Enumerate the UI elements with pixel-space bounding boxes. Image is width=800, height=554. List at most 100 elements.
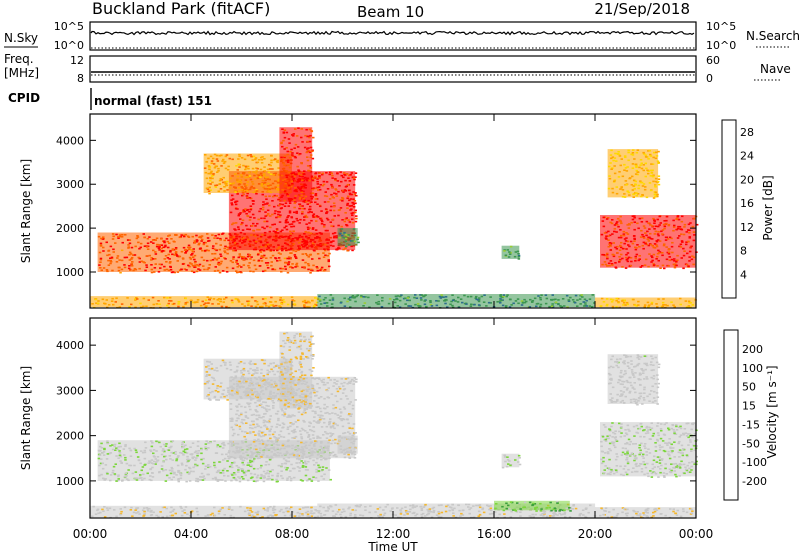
scatter-cell	[134, 299, 137, 301]
scatter-cell	[635, 465, 638, 468]
scatter-cell	[668, 236, 672, 239]
scatter-cell	[322, 384, 326, 386]
scatter-cell	[535, 305, 538, 308]
scatter-cell	[221, 442, 224, 445]
scatter-cell	[293, 254, 297, 256]
scatter-cell	[678, 475, 681, 477]
scatter-cell	[316, 269, 319, 272]
scatter-cell	[221, 479, 224, 481]
scatter-cell	[266, 209, 270, 212]
scatter-cell	[270, 368, 273, 371]
scatter-cell	[634, 248, 638, 251]
scatter-cell	[631, 152, 635, 154]
scatter-cell	[105, 471, 109, 474]
scatter-cell	[643, 443, 647, 445]
scatter-cell	[168, 242, 171, 244]
scatter-cell	[176, 260, 179, 262]
scatter-cell	[302, 400, 305, 402]
scatter-cell	[168, 446, 171, 449]
scatter-cell	[191, 252, 194, 255]
scatter-cell	[134, 245, 137, 248]
scatter-cell	[633, 158, 636, 160]
scatter-cell	[626, 462, 630, 465]
scatter-cell	[155, 303, 159, 305]
scatter-cell	[693, 234, 696, 236]
scatter-cell	[623, 196, 627, 198]
scatter-cell	[314, 187, 318, 190]
scatter-cell	[320, 417, 323, 420]
scatter-cell	[313, 416, 316, 418]
scatter-cell	[118, 454, 122, 457]
scatter-cell	[633, 221, 636, 223]
scatter-cell	[158, 441, 161, 444]
scatter-cell	[649, 189, 653, 192]
scatter-cell	[149, 461, 152, 463]
scatter-cell	[307, 349, 311, 352]
scatter-cell	[264, 464, 267, 466]
scatter-cell	[322, 449, 325, 452]
scatter-cell	[258, 457, 261, 459]
scatter-cell	[304, 231, 307, 233]
scatter-cell	[99, 258, 103, 261]
scatter-cell	[268, 418, 272, 420]
scatter-cell	[244, 168, 247, 171]
scatter-cell	[576, 299, 579, 301]
scatter-cell	[179, 474, 183, 477]
scatter-cell	[205, 245, 209, 247]
scatter-cell	[229, 403, 233, 405]
scatter-cell	[230, 393, 233, 396]
scatter-cell	[150, 479, 153, 482]
scatter-cell	[311, 192, 315, 194]
scatter-cell	[270, 264, 273, 267]
scatter-cell	[665, 215, 669, 218]
scatter-cell	[318, 378, 321, 380]
scatter-cell	[257, 394, 261, 397]
scatter-cell	[227, 451, 231, 454]
scatter-cell	[286, 416, 289, 418]
scatter-cell	[661, 446, 664, 448]
scatter-cell	[645, 454, 649, 456]
scatter-cell	[242, 478, 245, 480]
scatter-cell	[269, 362, 272, 365]
scatter-cell	[294, 266, 297, 268]
scatter-cell	[286, 303, 290, 306]
scatter-cell	[303, 216, 306, 218]
scatter-cell	[227, 457, 231, 460]
scatter-cell	[624, 167, 628, 169]
scatter-cell	[148, 460, 151, 462]
scatter-cell	[624, 180, 628, 182]
scatter-cell	[249, 432, 252, 435]
scatter-cell	[231, 194, 234, 197]
scatter-cell	[310, 478, 313, 481]
scatter-cell	[324, 191, 327, 193]
scatter-cell	[618, 261, 621, 263]
scatter-cell	[644, 175, 647, 178]
scatter-cell	[298, 247, 301, 249]
scatter-cell	[624, 156, 627, 158]
scatter-cell	[180, 234, 183, 236]
scatter-cell	[604, 465, 607, 467]
scatter-cell	[301, 457, 304, 459]
scatter-cell	[239, 231, 243, 234]
scatter-cell	[239, 361, 243, 363]
scatter-cell	[189, 446, 192, 448]
scatter-cell	[276, 475, 279, 478]
scatter-cell	[212, 245, 215, 247]
scatter-cell	[109, 479, 112, 482]
scatter-cell	[630, 184, 634, 186]
scatter-cell	[314, 194, 317, 197]
scatter-cell	[234, 457, 237, 460]
scatter-cell	[174, 252, 178, 254]
scatter-cell	[220, 472, 224, 474]
scatter-cell	[273, 431, 276, 433]
scatter-cell	[630, 260, 633, 263]
scatter-cell	[259, 426, 263, 429]
scatter-cell	[196, 445, 200, 447]
scatter-cell	[504, 254, 508, 257]
scatter-cell	[207, 394, 210, 396]
scatter-cell	[252, 441, 256, 443]
scatter-cell	[136, 235, 139, 237]
scatter-cell	[284, 459, 288, 462]
scatter-cell	[329, 244, 333, 247]
scatter-cell	[207, 387, 211, 389]
